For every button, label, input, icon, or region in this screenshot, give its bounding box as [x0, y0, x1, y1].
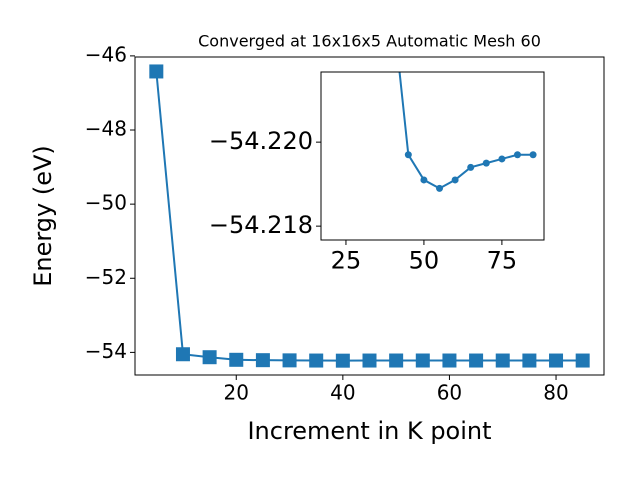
y-tick-label: −52	[85, 265, 127, 289]
marker	[469, 353, 484, 368]
y-tick-label: −54	[85, 339, 127, 363]
marker	[282, 353, 297, 368]
marker	[149, 64, 164, 79]
chart-title: Converged at 16x16x5 Automatic Mesh 60	[198, 32, 541, 51]
x-tick-label: 40	[330, 381, 355, 405]
marker	[309, 353, 324, 368]
x-axis-label: Increment in K point	[247, 417, 491, 445]
x-tick-label: 80	[543, 381, 568, 405]
plot-data	[149, 64, 590, 368]
marker	[467, 163, 475, 171]
marker	[389, 353, 404, 368]
marker	[522, 353, 537, 368]
x-tick-label: 25	[331, 246, 362, 274]
y-tick-label: −48	[85, 117, 127, 141]
y-tick-label: −54.218	[209, 211, 313, 239]
marker	[436, 184, 444, 192]
x-tick-label: 60	[437, 381, 462, 405]
marker	[420, 176, 428, 184]
marker	[255, 353, 270, 368]
line	[398, 72, 534, 190]
x-tick-label: 20	[224, 381, 249, 405]
marker	[175, 347, 190, 362]
marker	[335, 353, 350, 368]
marker	[415, 353, 430, 368]
marker	[513, 151, 521, 159]
axes-frame	[134, 56, 605, 376]
marker	[404, 151, 412, 159]
marker	[575, 353, 590, 368]
marker	[202, 350, 217, 365]
plot-data	[398, 72, 537, 192]
axes-frame	[320, 71, 545, 241]
y-tick-label: −54.220	[209, 127, 313, 155]
x-tick-label: 50	[409, 246, 440, 274]
marker	[451, 176, 459, 184]
marker	[482, 159, 490, 167]
marker	[442, 353, 457, 368]
y-tick-label: −46	[85, 42, 127, 66]
marker	[495, 353, 510, 368]
y-tick-label: −50	[85, 191, 127, 215]
plot-area	[321, 72, 544, 240]
marker	[229, 352, 244, 367]
marker	[498, 155, 506, 163]
marker	[362, 353, 377, 368]
x-tick-label: 75	[487, 246, 518, 274]
y-axis-label: Energy (eV)	[29, 145, 57, 287]
marker	[529, 151, 537, 159]
marker	[549, 353, 564, 368]
